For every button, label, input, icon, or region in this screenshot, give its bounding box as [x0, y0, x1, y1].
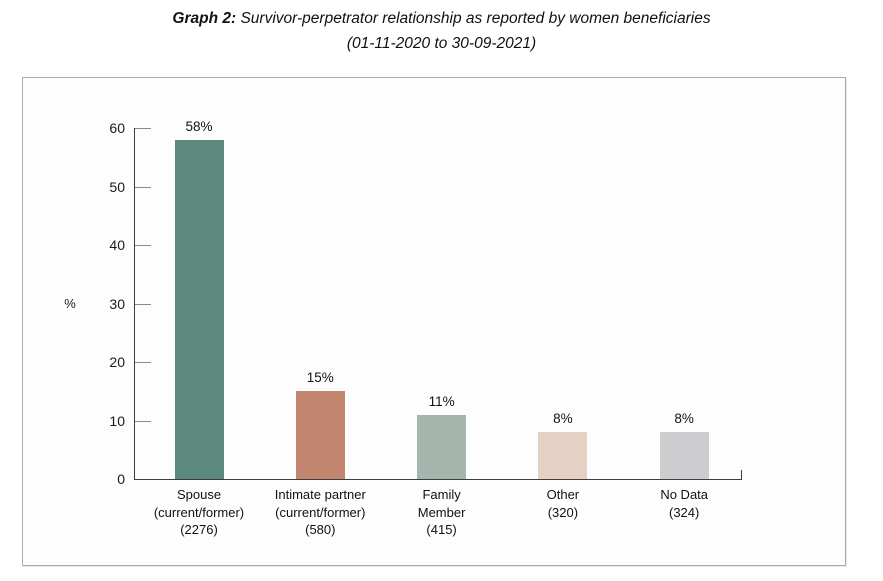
y-axis-tick: [135, 186, 151, 188]
category-label-line: No Data: [660, 487, 709, 502]
category-label-line: (current/former): [153, 504, 245, 520]
y-axis-label: %: [64, 296, 76, 311]
y-axis-tick: [135, 128, 151, 129]
plot-area: % 0 10 20 30 40 50 60 58% Spouse (current/former)…: [64, 119, 742, 537]
bar: [174, 139, 224, 479]
category-label: Other (320): [488, 486, 638, 521]
bar: [295, 391, 345, 479]
y-axis-tick-label: 30: [109, 295, 125, 312]
category-label: Family Member (415): [367, 486, 517, 539]
bar-value-label: 8%: [553, 411, 573, 427]
y-axis-tick: [135, 303, 151, 305]
category-label-line: (415): [426, 522, 457, 537]
chart-title-line1: Graph 2: Survivor-perpetrator relationsh…: [0, 6, 883, 31]
category-label-line: (324): [669, 504, 700, 520]
chart-title-prefix: Graph 2:: [172, 10, 237, 27]
bar: [417, 414, 467, 479]
y-axis-tick-label: 0: [117, 471, 125, 487]
category-label-line: (2276): [180, 522, 218, 537]
category-label-line: (320): [547, 504, 579, 520]
x-axis-end-tick: [741, 470, 742, 479]
category-label: No Data (324): [609, 486, 759, 521]
chart-panel: % 0 10 20 30 40 50 60 58% Spouse (current/former)…: [22, 77, 846, 566]
y-axis-tick-label: 10: [109, 412, 125, 429]
category-label-line: Spouse: [176, 487, 222, 502]
chart-subtitle: (01-11-2020 to 30-09-2021): [346, 35, 537, 52]
bar-value-label: 58%: [185, 118, 213, 134]
y-axis-tick-label: 50: [109, 178, 125, 195]
bar-value-label: 11%: [428, 393, 455, 409]
y-axis-tick-label: 40: [109, 237, 125, 253]
category-label-line: Intimate partner: [274, 487, 366, 502]
category-label-line: (current/former): [275, 504, 366, 520]
bar: [538, 432, 588, 479]
y-axis-tick-label: 20: [109, 354, 125, 370]
category-label-line: (580): [305, 522, 336, 537]
category-label-line: Family: [422, 487, 461, 502]
category-label: Intimate partner (current/former) (580): [245, 486, 395, 539]
category-label: Spouse (current/former) (2276): [124, 486, 274, 539]
y-axis-tick-label: 60: [109, 120, 125, 136]
y-axis-tick: [135, 420, 151, 422]
chart-title: Graph 2: Survivor-perpetrator relationsh…: [0, 6, 883, 56]
category-label-line: Other: [546, 487, 580, 502]
bar-value-label: 8%: [674, 411, 694, 427]
chart-title-text: Survivor-perpetrator relationship as rep…: [236, 10, 711, 27]
y-axis-tick: [135, 362, 151, 363]
bar-value-label: 15%: [306, 370, 334, 386]
bar: [659, 432, 709, 479]
y-axis-tick: [135, 245, 151, 246]
category-label-line: Member: [417, 504, 466, 520]
